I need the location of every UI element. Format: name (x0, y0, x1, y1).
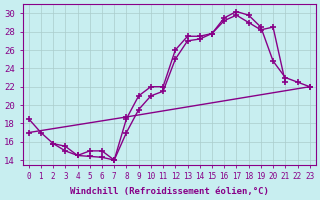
X-axis label: Windchill (Refroidissement éolien,°C): Windchill (Refroidissement éolien,°C) (70, 187, 268, 196)
